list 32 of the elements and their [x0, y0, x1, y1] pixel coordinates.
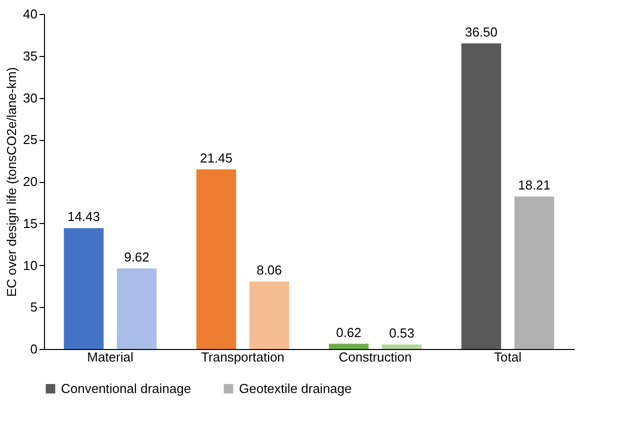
bar — [249, 282, 290, 349]
data-label: 8.06 — [256, 262, 282, 278]
y-tick-label: 0 — [30, 342, 38, 356]
x-tick-label: Transportation — [201, 350, 284, 364]
bar — [514, 196, 554, 349]
data-label: 36.50 — [464, 24, 498, 40]
y-axis-title: EC over design life (tonsCO2e/lane-km) — [4, 67, 20, 297]
data-label: 0.53 — [389, 326, 414, 341]
y-tick-label: 25 — [23, 132, 38, 148]
data-label: 9.62 — [124, 249, 150, 264]
bar — [64, 228, 104, 349]
bar — [196, 169, 236, 349]
y-tick-label: 15 — [23, 216, 38, 231]
data-label: 21.45 — [200, 150, 233, 166]
bar — [328, 344, 369, 349]
x-tick-label: Total — [494, 350, 522, 364]
y-tick-label: 30 — [23, 90, 38, 106]
bar — [116, 268, 157, 349]
x-tick-label: Construction — [338, 350, 412, 364]
bar — [461, 43, 502, 349]
y-tick-label: 40 — [23, 6, 38, 22]
y-tick-label: 5 — [30, 300, 38, 315]
data-label: 0.62 — [336, 324, 362, 340]
bar — [382, 344, 422, 349]
y-tick-label: 10 — [23, 258, 38, 273]
data-label: 14.43 — [67, 209, 100, 224]
x-tick-label: Material — [87, 350, 134, 364]
legend-label: Conventional drainage — [61, 380, 192, 396]
data-label: 18.21 — [518, 177, 551, 192]
y-tick-label: 35 — [23, 48, 38, 64]
legend-label: Geotextile drainage — [239, 380, 352, 396]
y-tick-label: 20 — [23, 174, 38, 189]
